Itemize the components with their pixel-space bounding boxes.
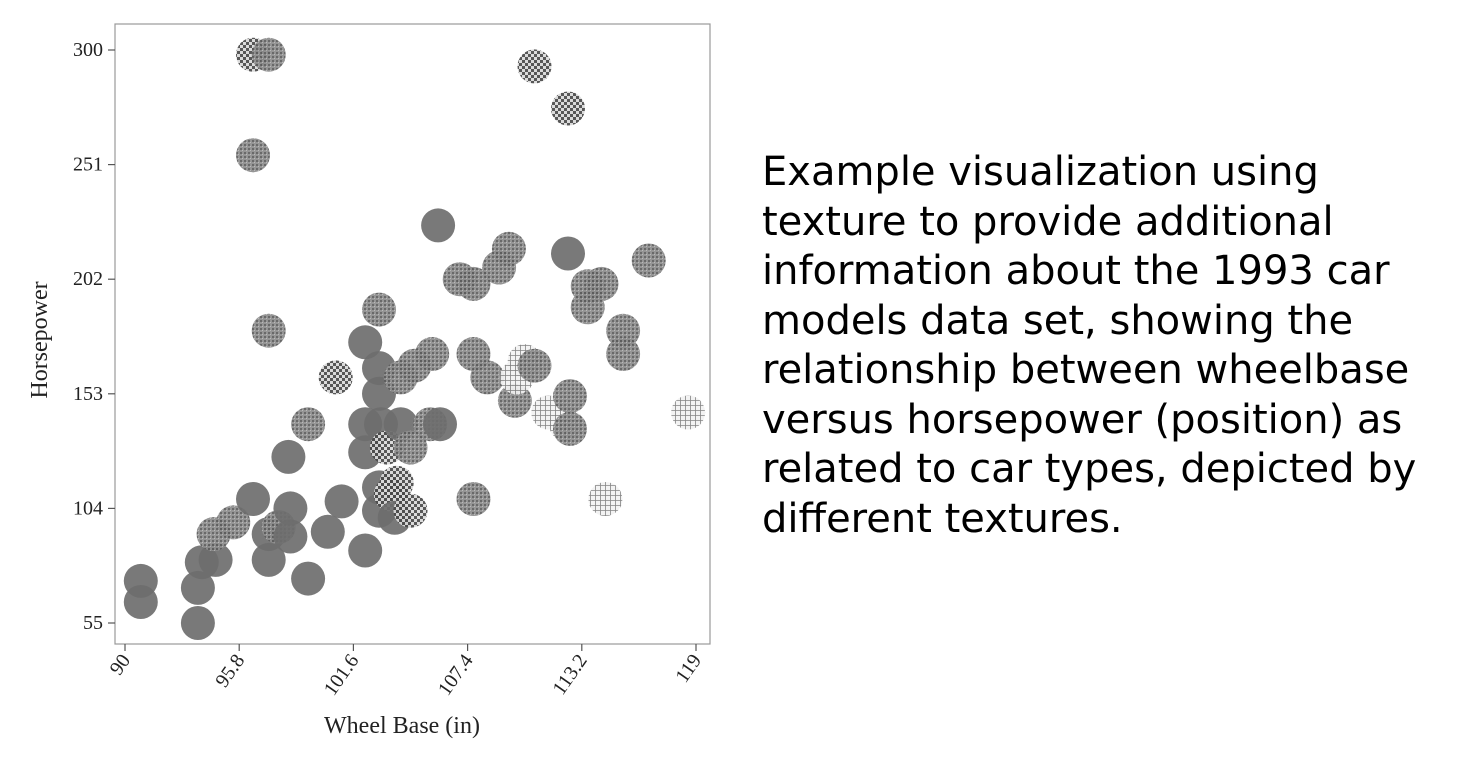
data-point-solid: [310, 514, 345, 549]
data-point-check: [379, 465, 414, 500]
data-point-speck: [553, 411, 587, 446]
data-point-solid: [348, 533, 383, 568]
x-tick-label: 101.6: [320, 650, 364, 699]
data-point-grid: [588, 482, 623, 516]
data-point-solid: [180, 606, 215, 640]
x-tick-label: 113.2: [548, 650, 591, 699]
data-point-solid: [291, 561, 326, 596]
data-point-speck: [251, 37, 286, 72]
data-point-solid: [271, 439, 306, 474]
data-point-speck: [393, 430, 428, 465]
data-point-check: [517, 49, 552, 84]
data-point-solid: [123, 585, 158, 619]
x-tick-label: 95.8: [211, 650, 249, 691]
data-point-speck: [517, 348, 552, 383]
data-point-check: [393, 493, 428, 528]
data-point-solid: [198, 542, 233, 577]
data-point-solid: [273, 491, 308, 526]
y-tick-label: 55: [83, 612, 103, 634]
data-point-speck: [491, 231, 526, 266]
data-point-speck: [236, 138, 270, 173]
data-point-speck: [606, 313, 641, 348]
data-point-solid: [180, 570, 215, 605]
x-tick-label: 107.4: [434, 650, 478, 699]
y-axis-title: Horsepower: [27, 281, 53, 398]
data-point-solid: [421, 208, 456, 243]
x-axis-ticks: 90 95.8 101.6 107.4 113.2 119: [106, 644, 706, 700]
data-point-speck: [553, 379, 587, 414]
data-point-speck: [584, 266, 619, 301]
data-point-speck: [606, 337, 641, 371]
data-point-solid: [423, 407, 457, 442]
data-point-speck: [216, 505, 251, 540]
data-point-solid: [551, 236, 585, 271]
data-point-speck: [470, 360, 505, 395]
data-point-solid: [324, 484, 359, 519]
data-point-speck: [631, 243, 666, 278]
data-point-check: [318, 360, 353, 395]
data-point-speck: [291, 407, 326, 442]
data-point-solid: [236, 482, 270, 516]
data-point-solid: [273, 519, 308, 554]
data-point-solid: [251, 542, 286, 577]
y-tick-label: 251: [73, 154, 103, 176]
figure-caption: Example visualization using texture to p…: [762, 149, 1417, 542]
data-point-grid: [671, 395, 706, 430]
data-points: [123, 37, 706, 640]
y-axis-ticks: 55 104 153 202 251 300: [73, 39, 115, 634]
y-tick-label: 153: [73, 383, 103, 405]
y-tick-label: 104: [73, 497, 103, 519]
data-point-solid: [348, 325, 383, 360]
x-tick-label: 119: [671, 650, 706, 687]
data-point-speck: [362, 292, 396, 327]
data-point-speck: [456, 266, 491, 301]
y-tick-label: 300: [73, 39, 103, 61]
data-point-speck: [456, 482, 491, 516]
data-point-speck: [415, 337, 450, 371]
data-point-check: [551, 91, 585, 126]
scatter-chart: 55 104 153 202 251 300 90 95.8 101.6 107.4 113.2 1…: [27, 23, 711, 739]
x-axis-title: Wheel Base (in): [324, 713, 480, 739]
y-tick-label: 202: [73, 268, 103, 290]
data-point-speck: [251, 313, 286, 348]
x-tick-label: 90: [106, 650, 135, 679]
